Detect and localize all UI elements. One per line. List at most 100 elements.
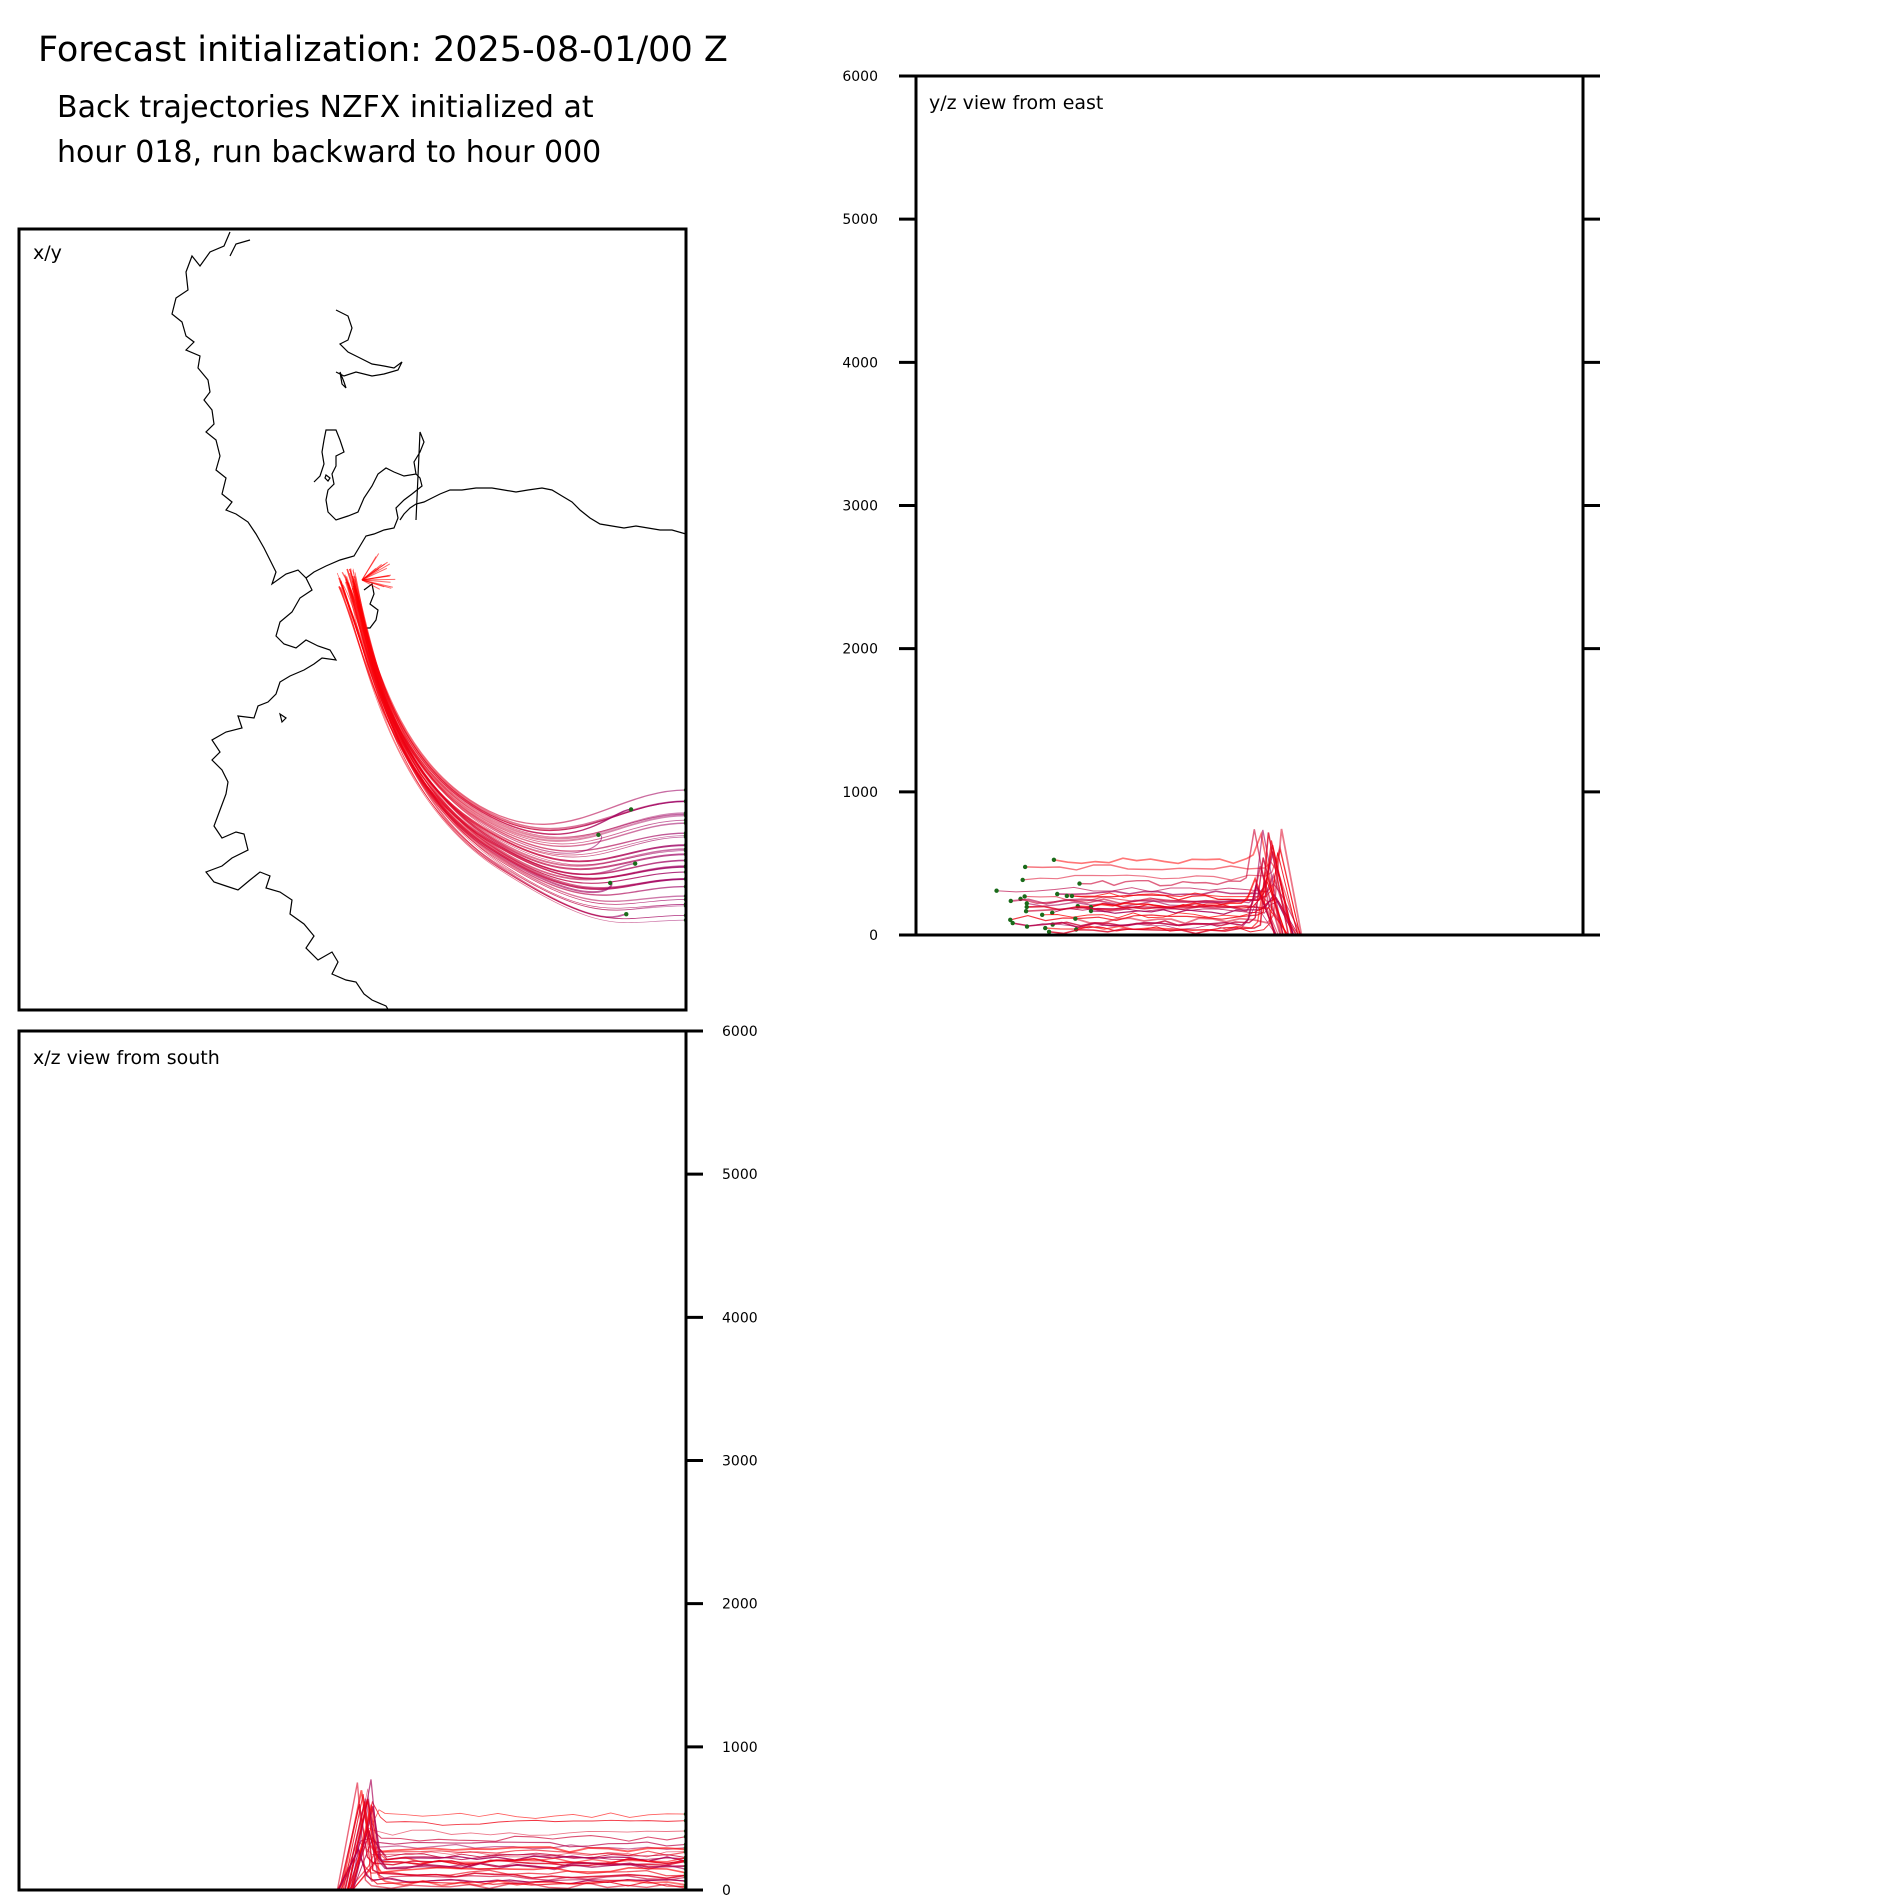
map-trajectory-line — [352, 585, 686, 863]
figure-subtitle-line-1: Back trajectories NZFX initialized at — [57, 90, 594, 125]
altitude-trajectory-endpoint — [1023, 909, 1029, 914]
altitude-trajectory-line — [348, 1846, 686, 1890]
map-trajectory-line — [347, 586, 686, 911]
altitude-trajectory-endpoint — [1069, 893, 1075, 899]
map-source-spike — [361, 561, 388, 581]
south-view-panel-label: x/z view from south — [33, 1047, 220, 1069]
altitude-trajectory-endpoint — [1039, 912, 1045, 918]
altitude-trajectory-endpoint — [1022, 864, 1028, 870]
y-tick-label-3000: 3000 — [722, 1454, 758, 1470]
map-trajectory-line — [353, 578, 686, 840]
y-tick-label-5000: 5000 — [842, 212, 878, 228]
map-trajectory-line — [354, 572, 686, 858]
map-trajectories — [336, 553, 686, 924]
altitude-trajectory-endpoint — [1010, 920, 1015, 926]
altitude-trajectory-endpoint — [1020, 877, 1025, 883]
altitude-trajectory-line — [347, 1826, 686, 1890]
altitude-trajectory-line — [350, 1809, 686, 1890]
altitude-trajectory-line — [1012, 882, 1277, 935]
altitude-trajectory-line — [1066, 849, 1301, 935]
altitude-trajectory-line — [347, 1798, 686, 1890]
altitude-trajectory-endpoint — [1064, 893, 1070, 899]
altitude-trajectory-line — [1010, 872, 1295, 935]
altitude-trajectory-line — [351, 1800, 686, 1890]
altitude-trajectory-line — [1026, 897, 1298, 935]
altitude-trajectory-line — [1049, 832, 1290, 935]
altitude-trajectory-line — [344, 1798, 686, 1890]
coastline-north-east — [399, 431, 686, 535]
map-panel: x/y — [17, 227, 688, 1012]
altitude-trajectory-endpoint — [1051, 857, 1057, 862]
altitude-trajectory-endpoint — [1043, 925, 1048, 931]
altitude-trajectory-endpoint — [1073, 916, 1078, 921]
map-trajectory-line — [348, 568, 686, 831]
y-tick-label-1000: 1000 — [842, 785, 878, 801]
east-view-frame — [914, 74, 1585, 937]
east-view-trajectories — [994, 828, 1303, 935]
altitude-trajectory-line — [346, 1800, 686, 1890]
map-trajectory-line — [352, 581, 632, 835]
altitude-trajectory-endpoint — [1008, 917, 1013, 923]
altitude-trajectory-line — [336, 1782, 686, 1890]
island-small — [324, 474, 331, 482]
altitude-trajectory-endpoint — [1024, 924, 1030, 929]
y-tick-label-1000: 1000 — [722, 1740, 758, 1756]
y-tick-label-6000: 6000 — [722, 1024, 758, 1040]
figure-subtitle-line-2: hour 018, run backward to hour 000 — [57, 135, 602, 170]
map-source-spike — [361, 579, 385, 588]
y-tick-label-6000: 6000 — [842, 69, 878, 85]
map-trajectory-line — [340, 579, 686, 924]
map-trajectory-line — [345, 578, 613, 894]
y-tick-label-2000: 2000 — [722, 1597, 758, 1613]
map-trajectory-endpoint — [624, 911, 629, 917]
altitude-trajectory-endpoint — [1055, 891, 1060, 897]
coastline-inlet — [363, 582, 379, 629]
altitude-trajectory-endpoint — [1050, 910, 1055, 915]
map-trajectory-endpoint — [632, 861, 638, 866]
map-trajectory-line — [340, 583, 686, 920]
map-trajectory-line — [345, 576, 686, 842]
map-source-spike — [361, 567, 388, 581]
altitude-trajectory-endpoint — [1088, 908, 1094, 914]
map-trajectory-line — [352, 570, 686, 856]
altitude-trajectory-line — [1053, 830, 1283, 935]
y-tick-label-5000: 5000 — [722, 1167, 758, 1183]
island-tiny — [279, 712, 287, 724]
altitude-trajectory-endpoint — [1077, 881, 1082, 886]
south-view-trajectories — [336, 1779, 686, 1890]
map-trajectory-line — [349, 568, 686, 903]
altitude-trajectory-line — [350, 1779, 686, 1890]
y-tick-label-3000: 3000 — [842, 499, 878, 515]
altitude-trajectory-line — [1075, 828, 1303, 935]
island-north — [339, 371, 347, 389]
map-trajectory-endpoint — [607, 880, 613, 886]
east-view-y-axis: 0 1000 2000 3000 4000 5000 6000 — [842, 69, 1600, 944]
altitude-trajectory-line — [336, 1850, 686, 1890]
south-view-panel: x/z view from south 0 1000 2000 3000 4000 500… — [17, 1024, 758, 1899]
y-tick-label-4000: 4000 — [722, 1310, 758, 1326]
altitude-trajectory-endpoint — [994, 888, 999, 893]
coastline-peninsula — [229, 239, 403, 377]
altitude-trajectory-endpoint — [1008, 898, 1013, 904]
south-view-y-axis: 0 1000 2000 3000 4000 5000 6000 — [686, 1024, 758, 1899]
map-source-spike — [361, 578, 396, 581]
map-source-spike — [361, 553, 380, 581]
map-trajectory-line — [351, 580, 686, 852]
y-tick-label-0: 0 — [869, 928, 878, 944]
y-tick-label-2000: 2000 — [842, 642, 878, 658]
coastline-sound — [305, 429, 423, 579]
altitude-trajectory-endpoint — [1046, 929, 1052, 935]
coastline-west — [171, 231, 390, 1010]
altitude-trajectory-line — [337, 1847, 686, 1890]
east-view-panel-label: y/z view from east — [929, 92, 1103, 114]
map-panel-label: x/y — [33, 242, 62, 264]
map-trajectory-endpoint — [596, 832, 601, 837]
map-trajectory-endpoint — [628, 807, 634, 812]
altitude-trajectory-endpoint — [1024, 904, 1029, 910]
y-tick-label-4000: 4000 — [842, 355, 878, 371]
altitude-trajectory-line — [1052, 900, 1299, 935]
altitude-trajectory-line — [1026, 829, 1284, 935]
y-tick-label-0: 0 — [722, 1883, 731, 1899]
altitude-trajectory-line — [1079, 829, 1276, 935]
